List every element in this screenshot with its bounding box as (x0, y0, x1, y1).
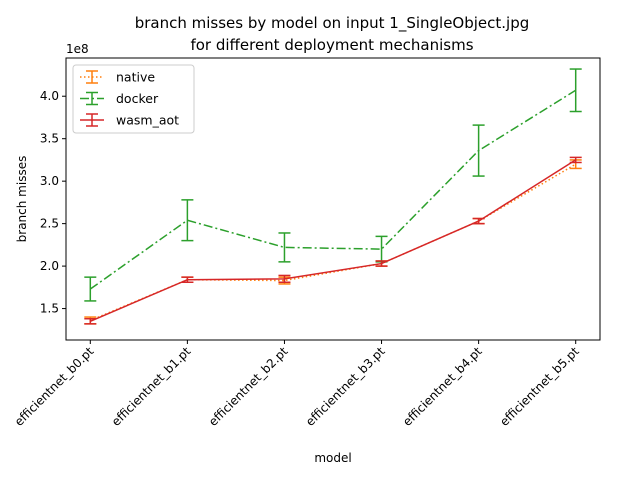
legend: native docker wasm_aot (72, 64, 195, 134)
y-axis-label: branch misses (15, 156, 29, 243)
x-tick-label: efficientnet_b1.pt (109, 344, 194, 429)
chart-title-line2: for different deployment mechanisms (190, 36, 473, 54)
series-line-wasm_aot (90, 159, 577, 323)
series-line-native (90, 163, 577, 322)
legend-label-docker: docker (116, 91, 159, 106)
y-tick-label: 3.0 (40, 174, 59, 188)
chart-title-line1: branch misses by model on input 1_Single… (135, 14, 530, 33)
x-tick-label: efficientnet_b2.pt (206, 344, 291, 429)
y-tick-label: 4.0 (40, 89, 59, 103)
plot-frame (65, 57, 601, 341)
series-docker (84, 68, 582, 302)
legend-label-native: native (116, 70, 155, 85)
y-tick-label: 2.5 (40, 217, 59, 231)
series-wasm_aot (84, 156, 582, 325)
legend-label-wasm_aot: wasm_aot (116, 113, 179, 128)
y-offset-label: 1e8 (66, 42, 89, 56)
x-tick-label: efficientnet_b4.pt (400, 344, 485, 429)
series-native (84, 159, 582, 325)
x-tick-label: efficientnet_b0.pt (12, 344, 97, 429)
x-axis-label: model (314, 451, 351, 465)
y-tick-label: 1.5 (40, 302, 59, 316)
y-tick-label: 2.0 (40, 259, 59, 273)
y-tick-label: 3.5 (40, 132, 59, 146)
series-line-docker (89, 89, 577, 290)
x-tick-label: efficientnet_b3.pt (303, 344, 388, 429)
legend-frame (72, 64, 195, 134)
x-tick-label: efficientnet_b5.pt (497, 344, 582, 429)
